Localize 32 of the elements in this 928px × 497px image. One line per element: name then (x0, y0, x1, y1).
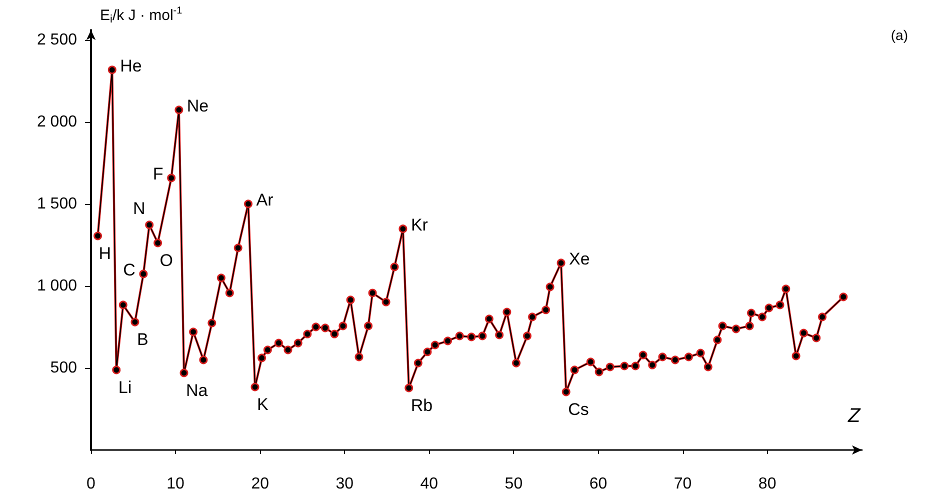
annotation: Rb (410, 396, 433, 415)
annotation: N (133, 198, 146, 218)
x-tick-label: 60 (589, 476, 608, 492)
x-tick-label: 10 (166, 476, 185, 492)
annotation: K (257, 395, 270, 414)
annotation: Ne (186, 96, 209, 116)
y-tick-label: 2 500 (36, 31, 78, 48)
annotation: Ar (256, 190, 274, 210)
annotation: C (123, 260, 136, 280)
x-axis-title: Z (847, 405, 861, 427)
annotation: Li (118, 378, 132, 397)
x-tick-label: 20 (251, 476, 270, 492)
annotation: F (152, 164, 164, 184)
annotation: H (98, 244, 112, 263)
y-tick-label: 500 (50, 359, 78, 376)
x-tick-label: 70 (674, 476, 692, 492)
x-tick-label: 80 (758, 476, 776, 492)
y-tick-label: 2 000 (36, 113, 78, 130)
annotation: B (136, 330, 148, 350)
x-tick-label: 0 (86, 476, 96, 492)
annotation: He (120, 56, 142, 76)
x-tick-label: 40 (420, 476, 438, 492)
annotation: Xe (569, 249, 590, 268)
text: (a) (890, 27, 908, 43)
x-tick-label: 30 (336, 476, 354, 492)
annotation: Kr (410, 215, 428, 234)
annotation: Na (186, 380, 208, 400)
annotation: O (160, 250, 174, 270)
y-tick-label: 1 500 (36, 195, 78, 212)
x-tick-label: 50 (504, 476, 523, 492)
annotation: Cs (568, 400, 589, 419)
y-tick-label: 1 000 (36, 277, 78, 294)
